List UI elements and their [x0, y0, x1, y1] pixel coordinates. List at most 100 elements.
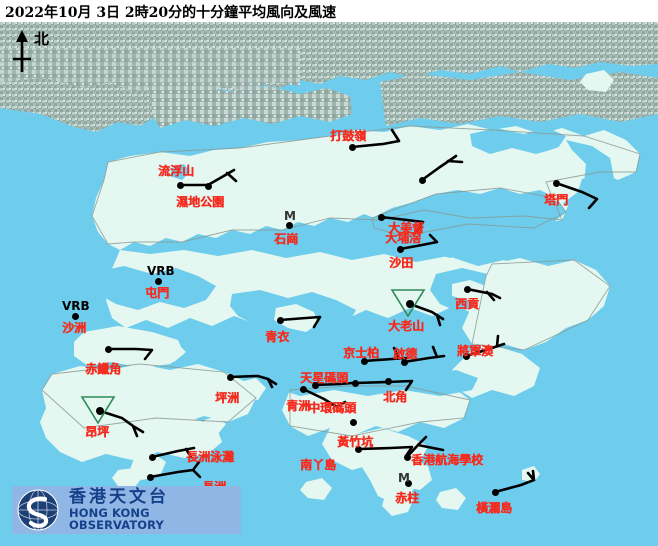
north-arrow: 北: [8, 28, 68, 76]
station-label: 大老山: [388, 319, 425, 333]
station-label: 青洲: [286, 399, 311, 413]
station-label: 坪洲: [215, 391, 240, 405]
station-triangle-marker: [80, 396, 116, 425]
station-marker[interactable]: [154, 277, 162, 285]
north-arrow-label: 北: [34, 30, 50, 48]
wind-barb: [420, 154, 464, 182]
station-label: 屯門: [145, 286, 170, 300]
wind-barb: [278, 315, 322, 329]
wind-barb: [493, 469, 536, 494]
wind-barb: [106, 347, 154, 361]
title-bar: 2022年10月 3日 2時20分的十分鐘平均風向及風速: [0, 0, 658, 22]
station-marker[interactable]: [418, 176, 426, 184]
station-label: 沙田: [389, 256, 414, 270]
wind-barb: [313, 381, 354, 387]
station-marker[interactable]: [351, 379, 359, 387]
station-label: 青衣: [265, 330, 290, 344]
station-marker[interactable]: [403, 453, 411, 461]
wind-barb: [362, 346, 408, 363]
variable-wind-flag: VRB: [147, 264, 175, 278]
variable-wind-flag: VRB: [62, 299, 90, 313]
station-label: 打鼓嶺: [330, 129, 367, 143]
station-label: 橫瀾島: [476, 501, 513, 515]
station-label: 塔門: [544, 193, 569, 207]
station-triangle-marker: [390, 289, 426, 318]
wind-barb: [465, 287, 502, 302]
wind-barb: [148, 460, 202, 479]
missing-data-flag: M: [284, 209, 296, 223]
station-marker[interactable]: [276, 316, 284, 324]
station-marker[interactable]: [96, 407, 104, 415]
station-label: 長洲泳灘: [186, 450, 235, 464]
wind-barb: [353, 379, 414, 392]
wind-barbs-layer: [80, 128, 599, 494]
station-label: 天星碼頭: [300, 371, 349, 385]
station-label: 沙洲: [62, 321, 87, 335]
station-label: 昂坪: [85, 425, 110, 439]
north-arrow-icon: [13, 30, 31, 72]
wind-barb: [554, 181, 599, 210]
station-marker[interactable]: [360, 357, 368, 365]
station-marker[interactable]: [285, 221, 293, 229]
wind-barb: [402, 345, 446, 364]
map-base-geography: [0, 22, 658, 546]
station-label: 南丫島: [300, 458, 337, 472]
station-label: 北角: [383, 390, 408, 404]
wind-barb: [379, 215, 425, 233]
station-label: 大美督: [388, 221, 425, 235]
station-marker[interactable]: [146, 473, 154, 481]
station-label: 黃竹坑: [337, 435, 374, 449]
station-marker[interactable]: [349, 418, 357, 426]
station-label: 將軍澳: [457, 344, 494, 358]
station-label: 濕地公園: [176, 195, 225, 209]
station-label: 啟德: [393, 347, 418, 361]
station-marker[interactable]: [204, 182, 212, 190]
station-label: 石崗: [274, 232, 299, 246]
station-marker[interactable]: [71, 312, 79, 320]
station-marker[interactable]: [176, 181, 184, 189]
wind-barb: [98, 409, 145, 438]
hko-logo: 香港天文台 HONG KONG OBSERVATORY: [12, 486, 241, 534]
wind-barb: [398, 233, 439, 251]
station-label: 大埔滘: [385, 231, 422, 245]
station-marker[interactable]: [463, 285, 471, 293]
hko-logo-en: HONG KONG OBSERVATORY: [69, 506, 164, 532]
station-marker[interactable]: [311, 381, 319, 389]
station-marker[interactable]: [348, 143, 356, 151]
wind-barb: [150, 446, 196, 459]
station-label: 京士柏: [343, 346, 380, 360]
wind-barb: [178, 168, 238, 187]
station-marker[interactable]: [404, 479, 412, 487]
station-label: 香港航海學校: [411, 453, 484, 467]
map-canvas: 打鼓嶺流浮山濕地公園石崗 M 大美督 大埔滘沙田 塔門西貢 屯門 VRB 沙洲 VRB 赤鱲角昂坪…: [0, 22, 658, 546]
station-label: 西貢: [455, 297, 480, 311]
wind-barb: [301, 387, 347, 409]
station-marker[interactable]: [491, 488, 499, 496]
station-label: 赤鱲角: [85, 362, 122, 376]
missing-data-flag: M: [398, 471, 410, 485]
station-marker[interactable]: [396, 245, 404, 253]
wind-barb: [228, 374, 278, 389]
wind-barb: [350, 128, 401, 149]
wind-barb: [405, 435, 445, 459]
wind-barb: [408, 302, 445, 327]
station-marker[interactable]: [299, 385, 307, 393]
wind-barb: [464, 334, 506, 358]
station-marker[interactable]: [377, 213, 385, 221]
station-label: 中環碼頭: [308, 401, 357, 415]
station-label: 流浮山: [158, 164, 195, 178]
station-marker[interactable]: [400, 358, 408, 366]
station-label: 赤柱: [395, 491, 420, 505]
hko-emblem-icon: [15, 488, 62, 532]
station-marker[interactable]: [552, 179, 560, 187]
station-marker[interactable]: [226, 373, 234, 381]
station-marker[interactable]: [462, 352, 470, 360]
station-marker[interactable]: [354, 445, 362, 453]
station-marker[interactable]: [148, 453, 156, 461]
station-marker[interactable]: [406, 300, 414, 308]
hko-logo-zh: 香港天文台: [69, 487, 169, 507]
station-marker[interactable]: [104, 345, 112, 353]
station-marker[interactable]: [384, 377, 392, 385]
page-title: 2022年10月 3日 2時20分的十分鐘平均風向及風速: [5, 5, 337, 21]
